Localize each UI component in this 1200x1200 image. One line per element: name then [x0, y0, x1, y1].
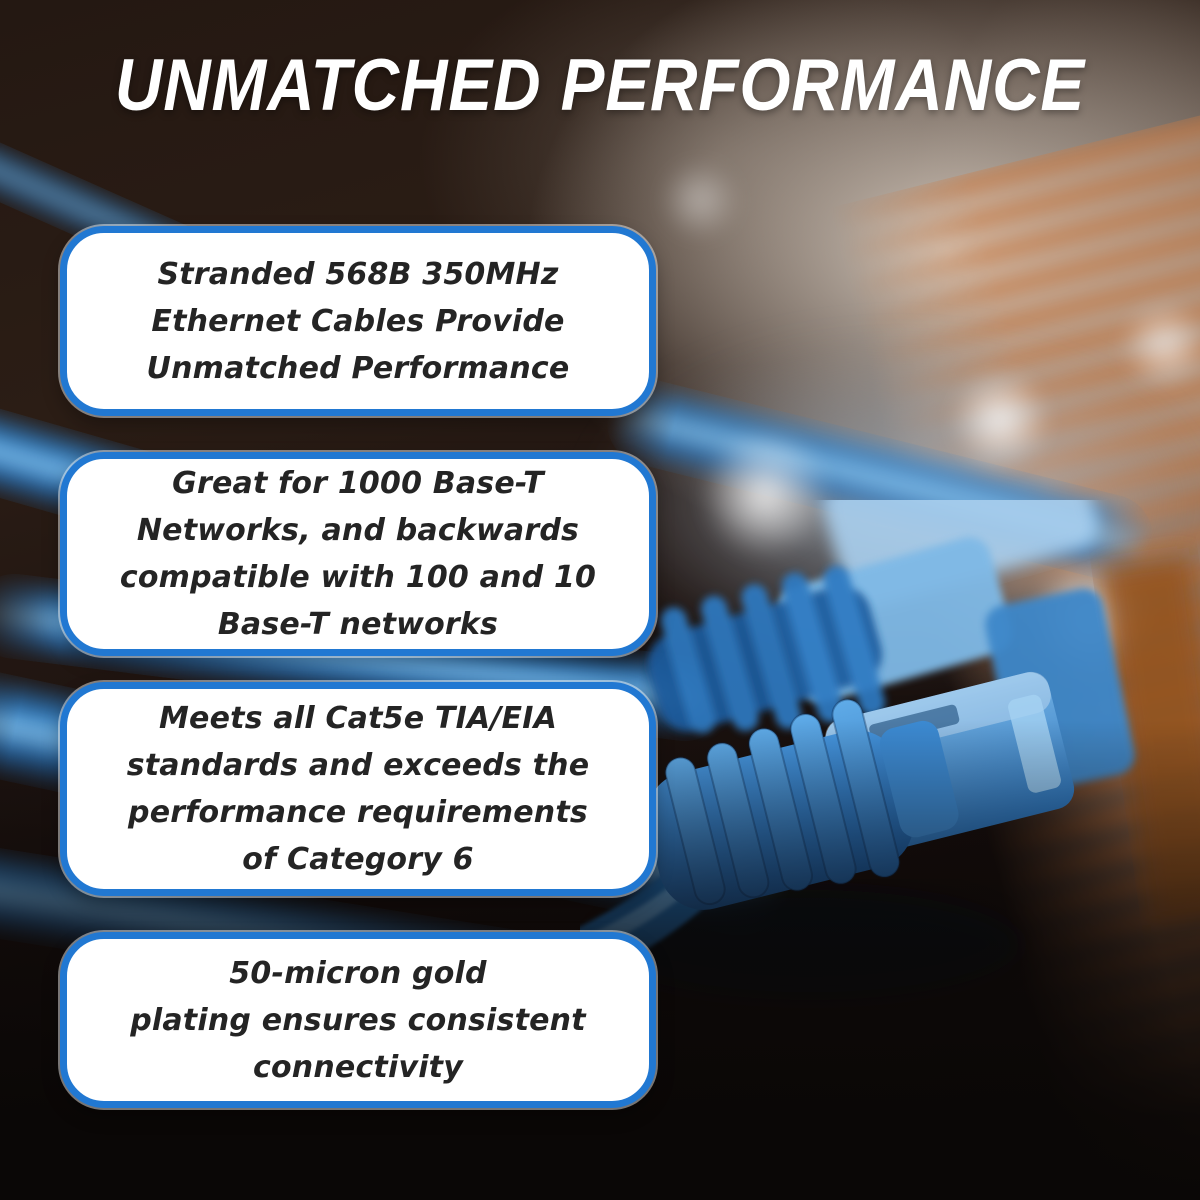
- bokeh-highlight: [950, 370, 1050, 470]
- cable-shadow: [600, 890, 1020, 1000]
- blurred-connector: [985, 588, 1135, 792]
- bokeh-highlight: [660, 160, 740, 240]
- feature-line: Great for 1000 Base-T: [172, 466, 544, 501]
- rj45-cable-boot: [646, 698, 959, 910]
- feature-line: Base-T networks: [217, 607, 499, 642]
- copper-stripes-blur: [827, 82, 1200, 1200]
- feature-text: Meets all Cat5e TIA/EIA standards and ex…: [127, 695, 590, 883]
- feature-line: connectivity: [252, 1049, 463, 1085]
- blurred-connector: [777, 537, 1013, 703]
- feature-card: Great for 1000 Base-T Networks, and back…: [60, 452, 656, 656]
- feature-line: standards and exceeds the: [126, 748, 590, 783]
- feature-line: Unmatched Performance: [146, 350, 570, 386]
- feature-line: plating ensures consistent: [130, 1002, 586, 1038]
- bokeh-highlight: [1120, 300, 1200, 390]
- blurred-connector: [822, 500, 1098, 608]
- copper-blur-column: [1100, 555, 1200, 925]
- bokeh-highlight: [1030, 560, 1150, 680]
- feature-text: Stranded 568B 350MHz Ethernet Cables Pro…: [147, 251, 570, 392]
- feature-line: 50-micron gold: [229, 955, 487, 991]
- blue-cable-streak: [597, 370, 1163, 590]
- bokeh-highlight: [700, 430, 830, 560]
- feature-text: Great for 1000 Base-T Networks, and back…: [120, 460, 596, 648]
- feature-line: compatible with 100 and 10: [119, 560, 597, 595]
- feature-card: Stranded 568B 350MHz Ethernet Cables Pro…: [60, 226, 656, 416]
- rj45-connector-body: [825, 671, 1075, 856]
- feature-line: performance requirements: [128, 795, 588, 830]
- page-title: UNMATCHED PERFORMANCE: [114, 45, 1086, 126]
- feature-line: Meets all Cat5e TIA/EIA: [159, 701, 557, 736]
- cable-boot-blurred: [647, 565, 886, 734]
- feature-text: 50-micron gold plating ensures consisten…: [130, 950, 586, 1091]
- light-bokeh-glow: [590, 340, 1200, 670]
- feature-card: Meets all Cat5e TIA/EIA standards and ex…: [60, 682, 656, 896]
- feature-line: Networks, and backwards: [136, 513, 580, 548]
- feature-card: 50-micron gold plating ensures consisten…: [60, 932, 656, 1108]
- feature-line: Stranded 568B 350MHz: [157, 256, 559, 292]
- feature-line: Ethernet Cables Provide: [151, 303, 565, 339]
- feature-line: of Category 6: [242, 842, 474, 877]
- rj45-connectors-illustration: [580, 500, 1200, 1000]
